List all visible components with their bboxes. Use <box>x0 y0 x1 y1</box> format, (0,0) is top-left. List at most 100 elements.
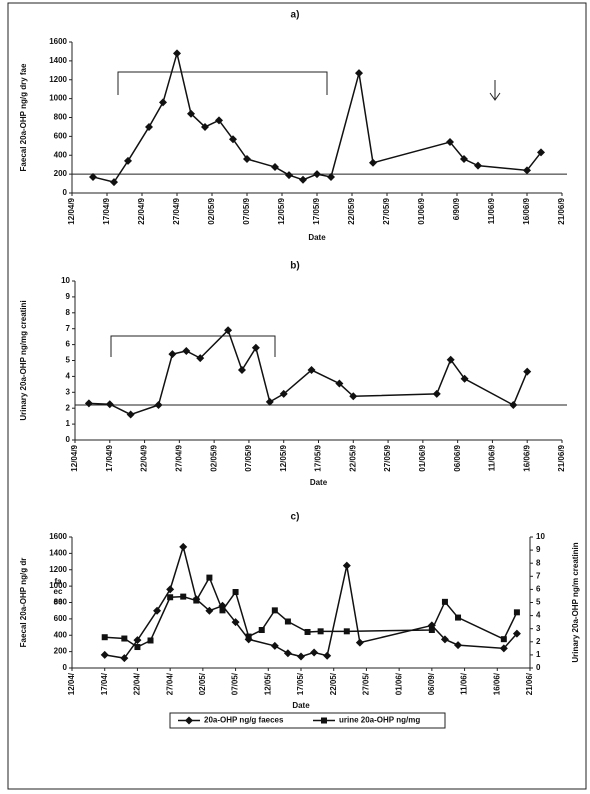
data-point <box>134 644 141 651</box>
x-tick-label: 27/05/9 <box>382 197 391 224</box>
x-tick-label: 02/05/ <box>198 672 207 695</box>
x-tick-label: 21/06/ <box>525 672 534 695</box>
y-axis-label: Faecal 20a-OHP ng/g dry fae <box>19 63 28 171</box>
data-point <box>279 389 288 398</box>
x-tick-label: 27/05/ <box>362 672 371 695</box>
y2-tick-label: 9 <box>536 545 541 554</box>
x-tick-label: 22/04/9 <box>140 444 149 471</box>
x-tick-label: 22/05/9 <box>347 197 356 224</box>
data-point <box>124 156 132 165</box>
x-tick-label: 07/05/9 <box>242 197 251 224</box>
data-point <box>89 172 97 181</box>
data-point <box>182 346 191 355</box>
y-axis-label: Faecal 20a-OHP ng/g dr <box>19 558 28 648</box>
data-point <box>229 135 237 144</box>
chart-title: b) <box>290 261 299 272</box>
x-tick-label: 27/04/ <box>165 672 174 695</box>
data-point <box>105 400 114 409</box>
x-tick-label: 12/05/ <box>263 672 272 695</box>
y-axis-label: Urinary 20a-OHP ng/mg creatini <box>19 300 28 420</box>
data-point <box>446 355 455 364</box>
data-point <box>441 598 448 605</box>
y-axis-note: fa <box>54 577 62 586</box>
data-point <box>159 98 167 107</box>
y-tick-label: 5 <box>66 356 71 365</box>
data-point <box>205 606 214 615</box>
x-tick-label: 22/05/ <box>329 672 338 695</box>
data-point <box>317 628 324 635</box>
data-point <box>369 158 377 167</box>
x-tick-label: 22/05/9 <box>348 444 357 471</box>
data-line <box>88 328 528 416</box>
y-tick-label: 8 <box>66 308 71 317</box>
chart-title: c) <box>291 512 300 523</box>
data-point <box>166 585 175 594</box>
y2-tick-label: 3 <box>536 624 541 633</box>
data-point <box>258 627 265 634</box>
x-axis-label: Date <box>308 233 326 242</box>
data-line <box>104 544 518 659</box>
data-point <box>299 175 307 184</box>
x-tick-label: 12/04/9 <box>70 444 79 471</box>
data-point <box>327 172 335 181</box>
y-tick-label: 800 <box>54 598 68 607</box>
data-point <box>454 641 463 650</box>
x-axis-label: Date <box>292 701 310 710</box>
data-point <box>335 379 344 388</box>
data-point <box>133 636 142 645</box>
legend-label: urine 20a-OHP ng/mg <box>339 716 420 725</box>
y2-tick-label: 8 <box>536 558 541 567</box>
x-tick-label: 21/06/9 <box>557 197 566 224</box>
bracket <box>117 71 328 95</box>
data-point <box>173 49 181 58</box>
x-tick-label: 27/04/9 <box>172 197 181 224</box>
data-point <box>355 69 363 78</box>
legend-box <box>169 712 446 729</box>
y-tick-label: 7 <box>66 324 71 333</box>
data-point <box>509 401 518 410</box>
bracket <box>110 335 276 357</box>
data-point <box>232 589 239 596</box>
x-tick-label: 17/04/9 <box>105 444 114 471</box>
y2-tick-label: 10 <box>536 532 545 541</box>
y-tick-label: 3 <box>66 387 71 396</box>
data-point <box>224 326 233 335</box>
y2-tick-label: 7 <box>536 571 541 580</box>
data-point <box>153 606 162 615</box>
x-tick-label: 01/06/9 <box>417 197 426 224</box>
data-point <box>251 343 260 352</box>
data-point <box>307 366 316 375</box>
data-point <box>206 574 213 581</box>
x-tick-label: 27/04/9 <box>174 444 183 471</box>
y-tick-label: 1 <box>66 419 71 428</box>
data-point <box>474 161 482 170</box>
data-point <box>432 389 441 398</box>
x-tick-label: 12/05/9 <box>279 444 288 471</box>
data-point <box>460 155 468 164</box>
data-point <box>323 651 332 660</box>
x-tick-label: 17/04/9 <box>102 197 111 224</box>
y-tick-label: 0 <box>66 435 71 444</box>
y2-tick-label: 5 <box>536 598 541 607</box>
x-tick-label: 11/06/9 <box>488 444 497 471</box>
x-tick-label: 17/05/ <box>296 672 305 695</box>
data-point <box>121 635 128 642</box>
y2-tick-label: 4 <box>536 611 541 620</box>
x-tick-label: 07/05/ <box>231 672 240 695</box>
x-tick-label: 16/06/ <box>492 672 501 695</box>
data-point <box>215 116 223 125</box>
data-point <box>100 650 109 659</box>
y-tick-label: 1200 <box>49 565 67 574</box>
y2-tick-label: 0 <box>536 663 541 672</box>
data-point <box>313 170 321 179</box>
y-tick-label: 0 <box>63 188 68 197</box>
data-point <box>460 374 469 383</box>
data-point <box>446 138 454 147</box>
data-point <box>285 171 293 180</box>
y-tick-label: 9 <box>66 292 71 301</box>
data-point <box>145 122 153 131</box>
data-point <box>270 641 279 650</box>
y-tick-label: 6 <box>66 340 71 349</box>
y-tick-label: 4 <box>66 372 71 381</box>
data-point <box>355 638 364 647</box>
